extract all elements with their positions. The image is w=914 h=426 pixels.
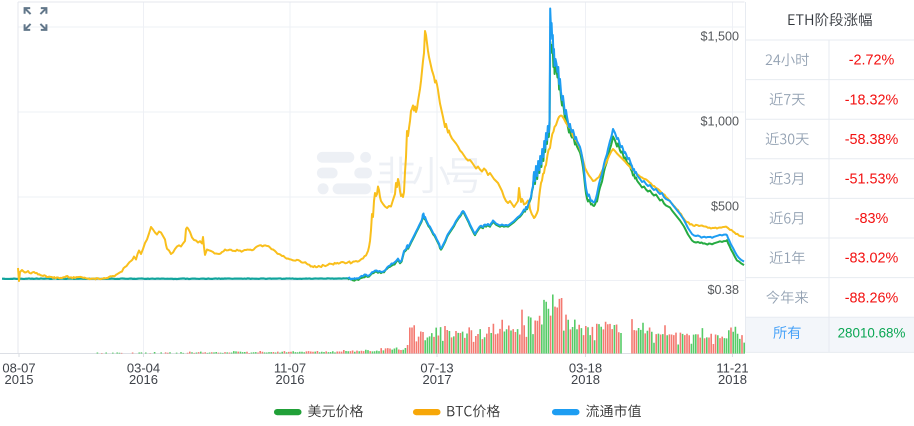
svg-text:11-07: 11-07 [274, 361, 306, 376]
svg-text:07-13: 07-13 [420, 361, 453, 376]
svg-text:08-07: 08-07 [2, 361, 35, 376]
svg-text:2018: 2018 [571, 372, 600, 387]
svg-text:-88.26%: -88.26% [845, 290, 899, 306]
svg-text:-18.32%: -18.32% [845, 92, 899, 108]
svg-text:28010.68%: 28010.68% [838, 326, 906, 341]
svg-text:-2.72%: -2.72% [849, 53, 895, 69]
svg-text:-83%: -83% [855, 211, 889, 227]
svg-text:03-18: 03-18 [569, 361, 602, 376]
svg-text:2015: 2015 [5, 372, 34, 387]
svg-text:2018: 2018 [718, 372, 747, 387]
svg-text:$500: $500 [711, 200, 739, 214]
svg-text:-83.02%: -83.02% [845, 251, 899, 267]
svg-text:11-21: 11-21 [716, 361, 748, 376]
svg-text:2016: 2016 [276, 372, 305, 387]
svg-text:2016: 2016 [129, 372, 158, 387]
svg-text:03-04: 03-04 [127, 361, 160, 376]
svg-text:-51.53%: -51.53% [845, 172, 899, 188]
svg-text:$1,500: $1,500 [700, 30, 739, 44]
svg-text:2017: 2017 [423, 372, 452, 387]
svg-text:$0.38: $0.38 [707, 283, 739, 297]
svg-text:-58.38%: -58.38% [845, 132, 899, 148]
svg-text:$1,000: $1,000 [700, 115, 739, 129]
